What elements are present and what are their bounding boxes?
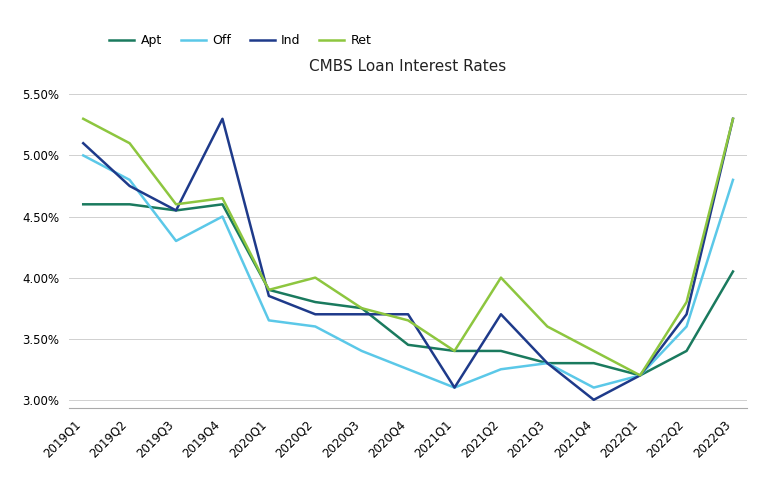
Apt [728,268,738,274]
Ret [728,116,738,122]
Ret [589,348,598,354]
Apt [218,201,227,207]
Off [264,317,273,323]
Ind [450,384,459,390]
Ind [264,293,273,299]
Ind [172,208,181,214]
Ret [635,373,644,378]
Apt [635,373,644,378]
Line: Off: Off [83,155,733,387]
Ind [218,116,227,122]
Title: CMBS Loan Interest Rates: CMBS Loan Interest Rates [310,59,507,74]
Apt [310,299,320,305]
Ret [264,287,273,293]
Apt [125,201,134,207]
Ret [172,201,181,207]
Ret [357,305,367,311]
Ret [543,324,552,330]
Apt [682,348,691,354]
Ind [635,373,644,378]
Ret [310,274,320,280]
Off [125,177,134,183]
Ret [497,274,506,280]
Line: Apt: Apt [83,204,733,375]
Off [79,152,88,158]
Off [728,177,738,183]
Ret [218,195,227,201]
Off [682,324,691,330]
Ind [589,397,598,403]
Off [543,360,552,366]
Ind [403,311,413,317]
Off [357,348,367,354]
Ind [543,360,552,366]
Ret [79,116,88,122]
Apt [79,201,88,207]
Apt [172,208,181,214]
Legend: Apt, Off, Ind, Ret: Apt, Off, Ind, Ret [109,34,371,47]
Off [589,384,598,390]
Off [635,373,644,378]
Ind [728,116,738,122]
Apt [450,348,459,354]
Off [310,324,320,330]
Line: Ret: Ret [83,119,733,375]
Ind [125,183,134,189]
Ind [497,311,506,317]
Ret [403,317,413,323]
Off [172,238,181,244]
Ind [357,311,367,317]
Ind [79,140,88,146]
Off [450,384,459,390]
Apt [543,360,552,366]
Line: Ind: Ind [83,119,733,400]
Ret [450,348,459,354]
Off [497,366,506,372]
Off [403,366,413,372]
Off [218,214,227,220]
Apt [589,360,598,366]
Apt [403,342,413,348]
Ret [125,140,134,146]
Apt [264,287,273,293]
Ind [310,311,320,317]
Apt [357,305,367,311]
Ret [682,299,691,305]
Ind [682,311,691,317]
Apt [497,348,506,354]
